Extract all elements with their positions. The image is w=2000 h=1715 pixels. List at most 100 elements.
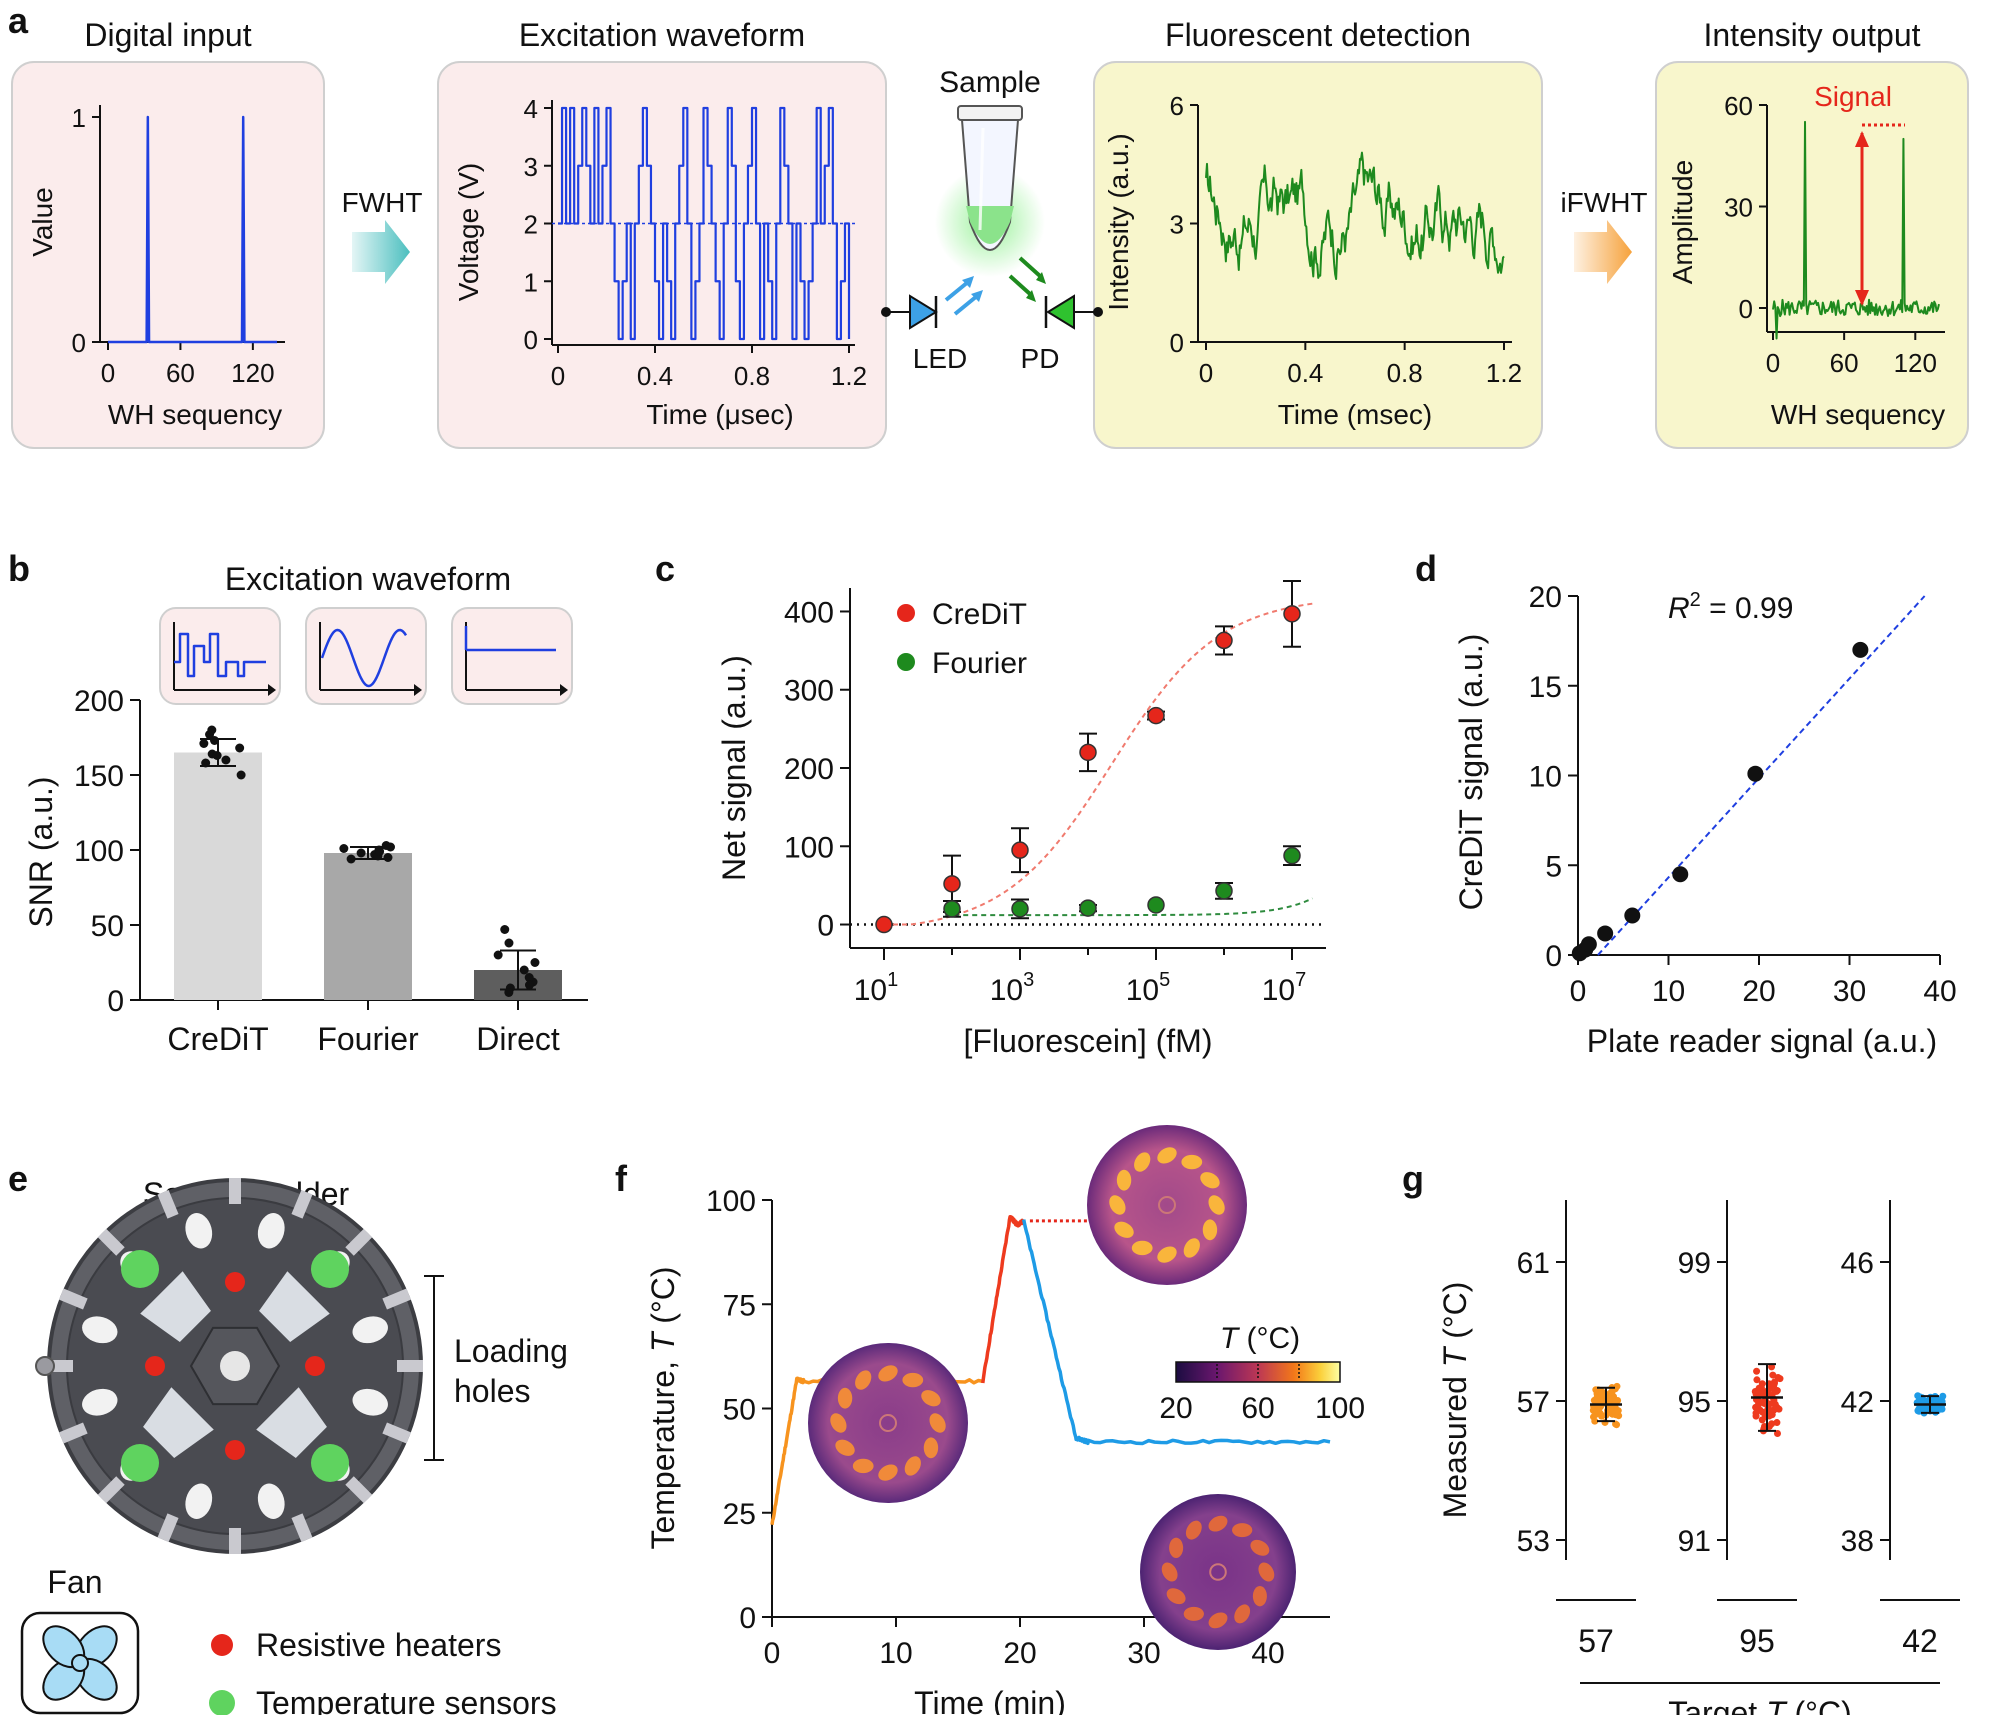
panel-b-data-point	[201, 758, 211, 768]
panel-d-data-point	[1624, 907, 1641, 924]
panel-g-point-95	[1766, 1390, 1774, 1398]
a4-xtick-label: 0	[1766, 348, 1780, 378]
panel-f-colorbar-unit: (°C)	[1238, 1322, 1300, 1355]
thermal-image-95C-tube-spot	[1157, 1147, 1177, 1164]
a3-xtick-label: 0.4	[1287, 358, 1323, 388]
a4-signal-label: Signal	[1814, 81, 1892, 112]
a3-xlabel: Time (msec)	[1278, 399, 1433, 430]
temperature-sensor	[121, 1250, 159, 1288]
sample-label: Sample	[939, 66, 1041, 99]
thermal-image-42C-tube-spot	[1232, 1523, 1253, 1538]
panel-b-inset-card-2	[451, 607, 573, 705]
a2-xtick-label: 0.8	[734, 361, 770, 391]
a3-fluorescence-trace	[1205, 151, 1505, 281]
panel-g-xlabel: Target T (°C)	[1668, 1695, 1851, 1715]
panel-c-legend-credit-marker	[897, 604, 915, 622]
fan-hub-icon	[71, 1654, 89, 1672]
panel-c-credit-point	[1283, 605, 1301, 623]
panel-b-data-point	[530, 958, 540, 967]
a2-ytick-label: 3	[524, 152, 538, 182]
thermal-image-57C-tube-spot	[830, 1413, 847, 1433]
panel-a-title-intensity-output: Intensity output	[1703, 17, 1920, 53]
panel-g-ytick-label: 53	[1517, 1525, 1550, 1558]
thermal-image-95C-tube-spot	[1208, 1195, 1225, 1215]
panel-f-xtick-label: 40	[1251, 1637, 1284, 1670]
holder-rim-slot	[97, 1476, 125, 1504]
a2-ytick-label: 0	[524, 325, 538, 355]
panel-b-data-point	[221, 755, 231, 765]
holder-rim-slot	[59, 1288, 88, 1310]
panel-d-data-point	[1747, 765, 1764, 782]
panel-d-ytick-label: 15	[1529, 671, 1562, 704]
panel-g-point-95	[1753, 1367, 1761, 1375]
panel-c-xtick-label: 103	[990, 969, 1035, 1007]
panel-g-ytick-label: 95	[1678, 1386, 1711, 1419]
panel-a-title-excitation: Excitation waveform	[519, 17, 805, 53]
a3-xtick-label: 1.2	[1486, 358, 1522, 388]
pd-label: PD	[1021, 343, 1060, 374]
panel-f-colorbar-label: 100	[1315, 1392, 1365, 1425]
thermal-image-42C-hub	[1209, 1563, 1227, 1581]
panel-b-data-point	[381, 841, 391, 850]
panel-b-data-point	[207, 725, 217, 735]
led-terminal	[881, 307, 891, 317]
a2-xtick-label: 1.2	[831, 361, 867, 391]
ifwht-label: iFWHT	[1560, 187, 1647, 218]
panel-label-b: b	[8, 548, 30, 589]
a4-arrowhead-up	[1855, 131, 1869, 147]
panel-g-point-95	[1753, 1376, 1761, 1384]
panel-f-ytick-label: 75	[723, 1289, 756, 1322]
holder-window	[256, 1387, 327, 1458]
panel-d-data-point	[1597, 925, 1614, 942]
legend-heater-marker	[211, 1634, 233, 1656]
thermal-image-57C-tube-spot	[855, 1370, 872, 1390]
thermal-image-42C-tube-spot	[1258, 1562, 1275, 1582]
fwht-arrow	[352, 220, 410, 284]
panel-b-inset-sine-wave	[320, 628, 408, 688]
holder-loading-hole	[82, 1388, 118, 1416]
a1-xtick-label: 60	[166, 358, 195, 388]
panel-c-xtick-label: 101	[854, 969, 899, 1007]
holder-loading-hole	[82, 1316, 118, 1344]
thermal-image-57C-tube-spot	[904, 1456, 921, 1476]
thermal-image-42C-tube-spot	[1161, 1562, 1178, 1582]
panel-c-ytick-label: 0	[817, 910, 834, 943]
panel-b-data-point	[210, 736, 220, 745]
panel-b-data-point	[199, 739, 209, 748]
fan-label: Fan	[47, 1564, 102, 1600]
panel-c-ytick-label: 200	[784, 753, 834, 786]
holder-rim-slot	[397, 1360, 423, 1372]
panel-c-credit-point	[1079, 743, 1097, 762]
thermal-image-57C-tube-spot	[902, 1372, 924, 1388]
led-emission-head-2	[971, 290, 983, 302]
panel-b-ytick-label: 0	[107, 985, 124, 1018]
panel-g-point-95	[1754, 1401, 1762, 1409]
a3-xtick-label: 0.8	[1387, 358, 1423, 388]
resistive-heater	[225, 1272, 245, 1292]
panel-d-xtick-label: 30	[1833, 975, 1866, 1008]
pd-diode-icon	[1046, 294, 1075, 330]
panel-f-ytick-label: 25	[723, 1498, 756, 1531]
panel-g-point-57	[1596, 1397, 1604, 1405]
panel-b-data-point	[236, 770, 246, 780]
panel-c-fourier-point	[1283, 846, 1301, 865]
panel-b-data-point	[524, 980, 534, 990]
thermal-image-42C-tube-spot	[1208, 1515, 1228, 1532]
led-diode-icon	[909, 294, 938, 330]
panel-g-xlabel-prefix: Target	[1668, 1695, 1766, 1715]
thermal-image-42C-tube-spot	[1234, 1604, 1251, 1624]
panel-g-ytick-label: 61	[1517, 1247, 1550, 1280]
led-label: LED	[913, 343, 967, 374]
a3-ytick-label: 0	[1170, 328, 1184, 358]
holder-loading-hole	[257, 1213, 285, 1249]
panel-b-category-label: CreDiT	[167, 1021, 268, 1057]
panel-d-xtick-label: 0	[1570, 975, 1587, 1008]
panel-c-xtick-exponent: 3	[1023, 969, 1034, 991]
a3-ylabel: Intensity (a.u.)	[1103, 133, 1134, 310]
holder-rim-slot	[229, 1528, 241, 1554]
panel-b-data-point	[519, 965, 529, 975]
loading-holes-label-line2: holes	[454, 1373, 531, 1409]
a4-xlabel: WH sequency	[1771, 399, 1945, 430]
panel-b-data-point	[524, 973, 534, 982]
panel-g-xlabel-var: T	[1766, 1695, 1788, 1715]
